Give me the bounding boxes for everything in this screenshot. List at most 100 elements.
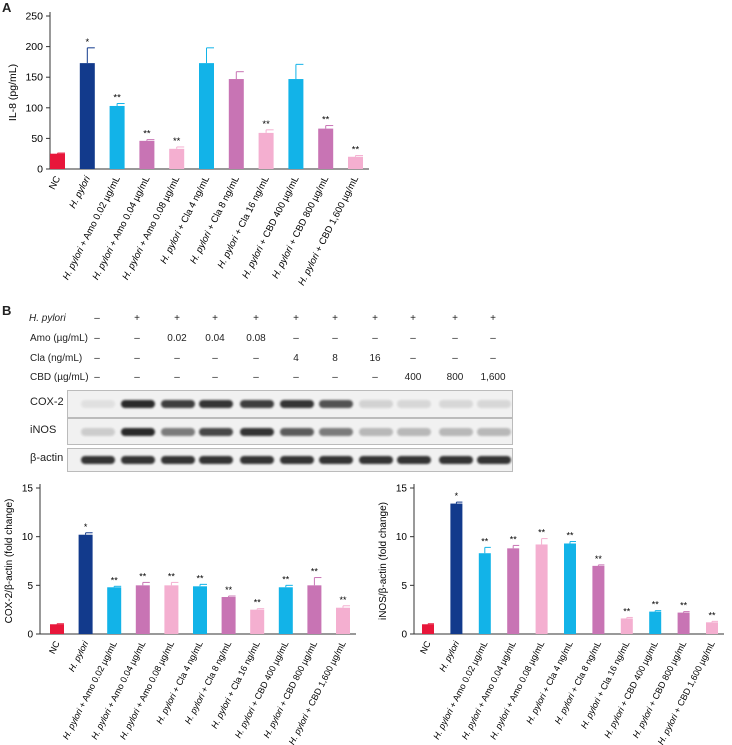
bar bbox=[258, 132, 274, 169]
treatment-cell: – bbox=[134, 372, 140, 383]
inos-chart: 0 5 10 15 iNOS/β-actin (fold change) NC * H. py… bbox=[378, 484, 724, 745]
cox2-chart: 0 5 10 15 COX-2/β-actin (fold change) NC * H. p… bbox=[4, 484, 356, 745]
significance-mark: ** bbox=[262, 119, 270, 130]
treatment-cell: 800 bbox=[446, 372, 464, 383]
blot-band bbox=[359, 428, 393, 436]
treatment-cell: – bbox=[174, 353, 180, 364]
bar bbox=[169, 148, 185, 169]
blot-band bbox=[280, 428, 314, 436]
x-tick-label: H. pylori + CBD 400 µg/mL bbox=[602, 639, 660, 739]
bar bbox=[706, 622, 718, 634]
x-tick-label: H. pylori bbox=[437, 638, 461, 673]
significance-mark: ** bbox=[173, 136, 181, 147]
treatment-cell: + bbox=[212, 313, 218, 324]
y-tick-label: 15 bbox=[22, 484, 34, 495]
significance-mark: ** bbox=[282, 574, 290, 584]
treatment-cell: 4 bbox=[293, 353, 299, 364]
treatment-cell: 0.04 bbox=[205, 333, 225, 344]
significance-mark: ** bbox=[168, 571, 176, 581]
bar bbox=[278, 587, 293, 634]
blot-band bbox=[81, 456, 115, 464]
western-blot: H. pylori – + + + + + + + + + + Amo (µg/mL) – –0.02 0.0… bbox=[29, 313, 513, 472]
treatment-cell: 400 bbox=[404, 372, 422, 383]
bar bbox=[109, 105, 125, 169]
bar bbox=[221, 597, 236, 634]
bar bbox=[478, 553, 491, 634]
bar bbox=[228, 79, 244, 169]
treatment-cell: – bbox=[94, 372, 100, 383]
y-tick-label: 0 bbox=[27, 630, 33, 641]
treatment-row-label: Cla (ng/mL) bbox=[30, 353, 83, 364]
significance-mark: ** bbox=[113, 93, 121, 104]
bar bbox=[620, 618, 633, 634]
significance-mark: ** bbox=[481, 536, 489, 546]
blot-band bbox=[477, 456, 511, 464]
treatment-cell: – bbox=[452, 353, 458, 364]
treatment-cell: – bbox=[452, 333, 458, 344]
treatment-row-label: H. pylori bbox=[29, 313, 66, 324]
x-tick-label: H. pylori bbox=[66, 638, 90, 673]
bar bbox=[507, 548, 520, 634]
treatment-cell: – bbox=[332, 333, 338, 344]
x-tick-label: H. pylori + CBD 800 µg/mL bbox=[261, 639, 319, 739]
y-axis-label: IL-8 (pg/mL) bbox=[7, 64, 19, 121]
blot-strip bbox=[67, 390, 513, 418]
y-tick-label: 150 bbox=[25, 72, 43, 84]
x-tick-label: NC bbox=[47, 639, 62, 656]
blot-band bbox=[319, 400, 353, 408]
x-tick-label: H. pylori + Amo 0.02 µg/mL bbox=[61, 639, 119, 741]
significance-mark: ** bbox=[311, 567, 319, 577]
blot-band bbox=[319, 428, 353, 436]
blot-band bbox=[199, 428, 233, 436]
blot-strip bbox=[67, 418, 513, 445]
treatment-cell: – bbox=[94, 313, 100, 324]
panel-a-label: A bbox=[2, 0, 12, 15]
blot-band bbox=[439, 456, 473, 464]
blot-band bbox=[240, 400, 274, 408]
treatment-cell: 1,600 bbox=[480, 372, 506, 383]
treatment-cell: + bbox=[293, 313, 299, 324]
y-tick-label: 50 bbox=[31, 133, 43, 145]
significance-mark: * bbox=[85, 37, 89, 48]
treatment-cell: – bbox=[332, 372, 338, 383]
bar bbox=[592, 565, 605, 634]
blot-band bbox=[121, 400, 155, 408]
bar bbox=[139, 140, 155, 169]
treatment-cell: – bbox=[293, 372, 299, 383]
blot-band bbox=[397, 456, 431, 464]
treatment-cell: – bbox=[212, 372, 218, 383]
treatment-cell: + bbox=[134, 313, 140, 324]
significance-mark: ** bbox=[225, 585, 233, 595]
blot-strip-label: iNOS bbox=[30, 423, 57, 436]
treatment-row-label: Amo (µg/mL) bbox=[30, 333, 88, 344]
y-axis-label: iNOS/β-actin (fold change) bbox=[378, 502, 389, 620]
significance-mark: ** bbox=[254, 598, 262, 608]
significance-mark: ** bbox=[322, 115, 330, 126]
blot-band bbox=[199, 456, 233, 464]
blot-strip bbox=[67, 448, 513, 472]
blot-band bbox=[359, 400, 393, 408]
significance-mark: ** bbox=[139, 571, 147, 581]
treatment-cell: – bbox=[253, 372, 259, 383]
treatment-cell: – bbox=[372, 372, 378, 383]
blot-band bbox=[240, 456, 274, 464]
blot-band bbox=[477, 428, 511, 436]
significance-mark: ** bbox=[708, 610, 716, 620]
blot-strip-label: β-actin bbox=[30, 452, 64, 464]
bar bbox=[677, 612, 690, 634]
bar bbox=[250, 609, 265, 634]
treatment-cell: – bbox=[174, 372, 180, 383]
blot-band bbox=[280, 400, 314, 408]
y-tick-label: 5 bbox=[27, 581, 33, 592]
blot-band bbox=[121, 456, 155, 464]
bar bbox=[50, 624, 64, 634]
significance-mark: ** bbox=[538, 528, 546, 538]
bar bbox=[50, 153, 65, 169]
blot-band bbox=[319, 456, 353, 464]
bar bbox=[79, 63, 95, 169]
blot-band bbox=[477, 400, 511, 408]
significance-mark: ** bbox=[680, 601, 688, 611]
treatment-row-label: CBD (µg/mL) bbox=[30, 372, 89, 383]
x-tick-label: H. pylori + Amo 0.08 µg/mL bbox=[118, 639, 176, 741]
